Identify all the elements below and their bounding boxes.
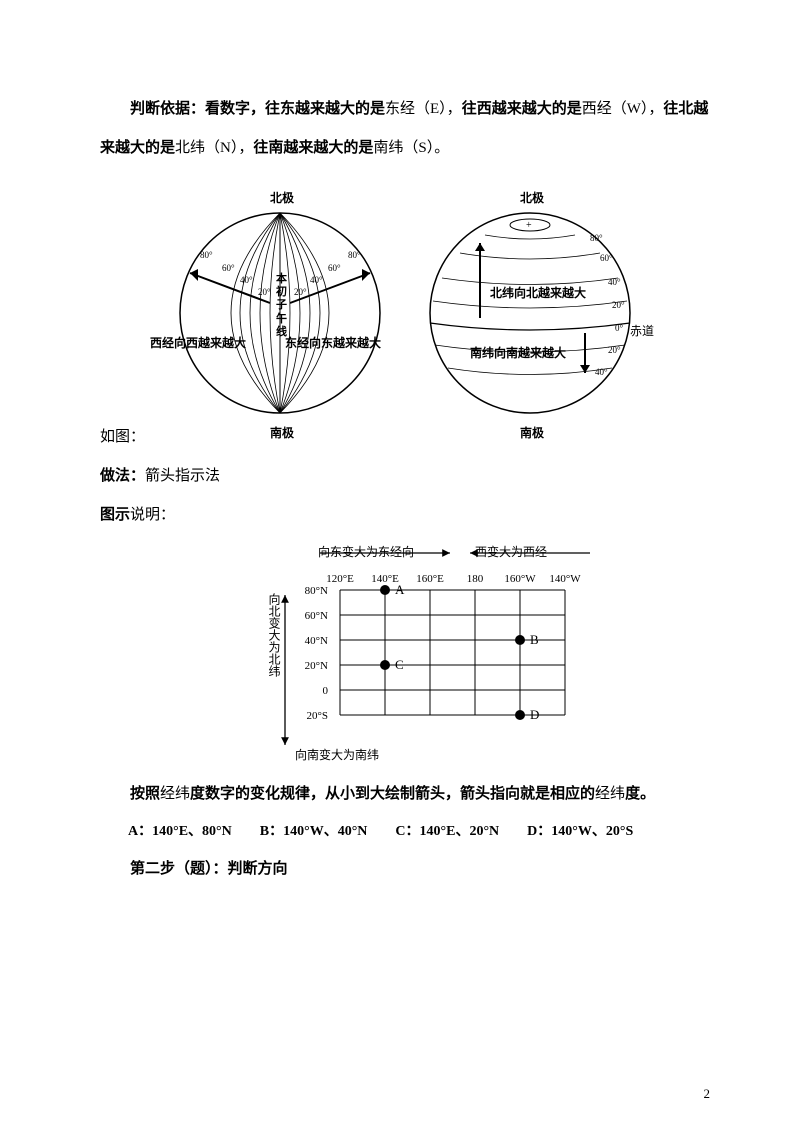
svg-text:40°: 40° [240, 275, 253, 285]
svg-text:0°: 0° [615, 323, 624, 333]
method-value: 箭头指示法 [145, 468, 220, 484]
text: 经纬 [160, 786, 190, 802]
label-north-pole: 北极 [270, 183, 294, 214]
text: 度数字的变化规律，从小到大绘制箭头，箭头指向就是相应的 [190, 786, 595, 802]
svg-text:+: + [526, 220, 532, 231]
grid-bottom-label: 向南变大为南纬 [295, 740, 379, 771]
lat-lon-grid-diagram: 120°E140°E160°E180160°W140°W 80°N60°N40°… [210, 535, 610, 765]
page-number: 2 [704, 1086, 711, 1102]
svg-text:40°: 40° [310, 275, 323, 285]
svg-text:20°S: 20°S [306, 710, 328, 722]
method-label: 做法： [100, 468, 145, 484]
south-latitude-label: 南纬向南越来越大 [470, 338, 566, 369]
step2-heading: 第二步（题）：判断方向 [100, 850, 720, 889]
text: 判断依据：看数字，往东越来越大的是 [130, 101, 385, 117]
svg-text:0: 0 [323, 685, 329, 697]
svg-text:160°W: 160°W [504, 573, 536, 585]
west-longitude-label: 西经向西越来越大 [150, 328, 246, 359]
text: 经纬 [595, 786, 625, 802]
equator-label: 赤道 [630, 316, 654, 347]
label-south-pole-2: 南极 [520, 418, 544, 449]
label-south-pole: 南极 [270, 418, 294, 449]
text: 南纬（S）。 [373, 140, 449, 156]
svg-text:20°: 20° [608, 345, 621, 355]
svg-text:B: B [530, 632, 539, 647]
globe-diagram: 20° 40° 60° 80° 20° 40° 60° 80° + [150, 178, 670, 448]
svg-text:40°: 40° [608, 277, 621, 287]
text: 往西越来越大的是 [462, 101, 582, 117]
answers-line: A：140°E、80°N B：140°W、40°N C：140°E、20°N D… [100, 814, 720, 850]
document-page: 判断依据：看数字，往东越来越大的是东经（E），往西越来越大的是西经（W），往北越… [0, 0, 800, 929]
svg-text:40°N: 40°N [305, 635, 328, 647]
text: 北纬（N）， [175, 140, 253, 156]
svg-text:40°: 40° [595, 367, 608, 377]
svg-text:120°E: 120°E [326, 573, 354, 585]
svg-text:60°: 60° [222, 263, 235, 273]
grid-top-left-label: 向东变大为东经向 [318, 537, 414, 568]
paragraph-judgement: 判断依据：看数字，往东越来越大的是东经（E），往西越来越大的是西经（W），往北越… [100, 90, 720, 168]
text: 按照 [130, 786, 160, 802]
east-longitude-label: 东经向东越来越大 [285, 328, 381, 359]
text: 度。 [625, 786, 655, 802]
illust-suffix: 说明： [130, 507, 175, 523]
text: 往南越来越大的是 [253, 140, 373, 156]
svg-text:60°: 60° [600, 253, 613, 263]
svg-text:80°N: 80°N [305, 585, 328, 597]
svg-text:180: 180 [467, 573, 484, 585]
svg-text:80°: 80° [348, 250, 361, 260]
svg-text:D: D [530, 707, 539, 722]
svg-text:60°N: 60°N [305, 610, 328, 622]
svg-text:80°: 80° [200, 250, 213, 260]
svg-text:20°: 20° [294, 287, 307, 297]
svg-text:20°: 20° [612, 300, 625, 310]
north-latitude-label: 北纬向北越来越大 [490, 278, 586, 309]
svg-text:C: C [395, 657, 404, 672]
svg-text:140°W: 140°W [549, 573, 581, 585]
svg-text:160°E: 160°E [416, 573, 444, 585]
text: 东经（E）， [385, 101, 462, 117]
method-line: 做法：箭头指示法 [100, 457, 720, 496]
rule-paragraph: 按照经纬度数字的变化规律，从小到大绘制箭头，箭头指向就是相应的经纬度。 [100, 775, 720, 814]
illustration-line: 图示说明： [100, 496, 720, 535]
grid-left-label: 向北变大为北纬 [268, 593, 280, 677]
grid-top-right-label: 西变大为西经 [475, 537, 547, 568]
svg-text:80°: 80° [590, 233, 603, 243]
illust-label: 图示 [100, 507, 130, 523]
svg-text:A: A [395, 582, 405, 597]
text: 西经（W）， [582, 101, 664, 117]
svg-text:60°: 60° [328, 263, 341, 273]
svg-text:20°N: 20°N [305, 660, 328, 672]
label-north-pole-2: 北极 [520, 183, 544, 214]
svg-text:20°: 20° [258, 287, 271, 297]
